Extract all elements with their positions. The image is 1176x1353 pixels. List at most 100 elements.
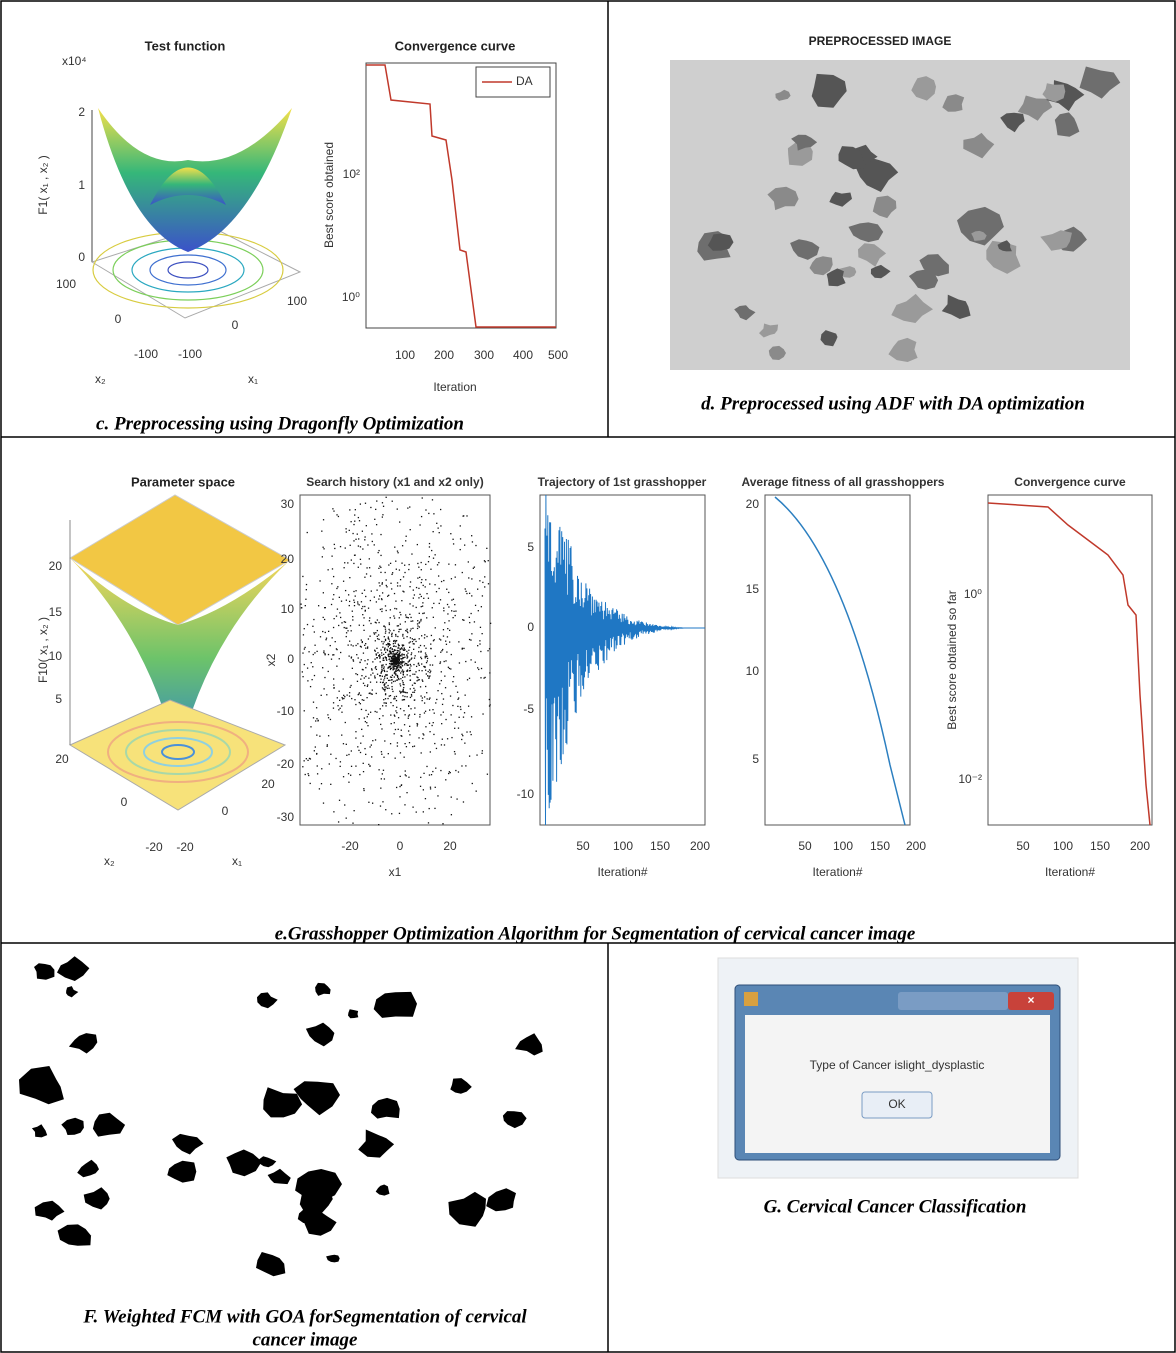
dot — [391, 679, 393, 681]
dot — [332, 702, 335, 704]
dot — [378, 638, 380, 641]
dot — [389, 679, 391, 681]
dot — [471, 595, 473, 597]
x1-tick-label: 100 — [287, 294, 307, 308]
dot — [371, 756, 373, 758]
ok-button[interactable] — [861, 1091, 933, 1119]
dot — [395, 660, 398, 662]
dot — [385, 686, 387, 688]
dot — [402, 690, 404, 692]
dot — [360, 678, 362, 680]
dot — [404, 649, 406, 651]
dot — [347, 594, 350, 596]
dot — [459, 538, 462, 540]
dot — [336, 608, 339, 610]
dot — [391, 648, 393, 651]
dot — [310, 661, 312, 664]
dot — [390, 701, 392, 704]
x-label: Iteration — [433, 380, 476, 394]
dot — [410, 620, 412, 622]
dot — [385, 659, 388, 661]
dot — [395, 639, 398, 642]
dot — [398, 652, 401, 654]
dot — [400, 661, 402, 663]
dot — [433, 733, 435, 736]
dot — [438, 602, 440, 605]
dot — [364, 684, 366, 687]
dot — [411, 684, 414, 686]
dot — [332, 707, 335, 709]
dot — [369, 765, 371, 767]
dot — [396, 675, 399, 677]
dot — [404, 714, 406, 716]
dot — [389, 668, 392, 671]
y-label: Best score obtained — [322, 142, 336, 248]
dot — [481, 632, 483, 635]
dot — [379, 661, 381, 663]
dot — [369, 681, 372, 683]
dot — [390, 667, 393, 669]
blob — [942, 94, 965, 112]
dot — [398, 656, 400, 659]
dot — [394, 658, 397, 660]
dot — [396, 550, 399, 552]
dot — [387, 653, 390, 655]
dot — [365, 709, 367, 712]
dot — [307, 773, 309, 775]
dot — [405, 670, 408, 672]
dot — [459, 706, 462, 708]
dot — [364, 609, 366, 612]
dot — [370, 622, 372, 625]
dot — [423, 645, 426, 647]
dot — [379, 657, 381, 659]
dot — [358, 718, 360, 720]
dot — [454, 727, 456, 729]
dot — [357, 516, 360, 519]
dot — [462, 801, 465, 803]
dot — [397, 662, 400, 664]
dot — [308, 757, 311, 760]
dot — [451, 736, 453, 739]
dot — [376, 619, 379, 621]
dot — [412, 597, 414, 599]
dot — [383, 666, 385, 668]
dot — [366, 663, 369, 665]
dot — [400, 647, 403, 649]
blob — [908, 269, 939, 290]
dot — [386, 674, 388, 676]
dot — [335, 615, 338, 617]
dot — [424, 657, 426, 659]
blob — [790, 239, 820, 260]
blob — [57, 1224, 91, 1246]
dot — [393, 649, 396, 652]
dot — [384, 693, 387, 695]
dot — [431, 724, 433, 727]
dot — [458, 697, 460, 699]
dot — [339, 612, 341, 614]
dot — [371, 689, 373, 691]
dot — [395, 608, 398, 610]
dot — [462, 515, 464, 517]
dot — [325, 639, 327, 641]
dot — [422, 584, 424, 587]
dot — [397, 656, 399, 658]
dot — [356, 680, 359, 682]
dot — [369, 599, 372, 602]
dot — [375, 508, 377, 511]
dot — [461, 733, 463, 735]
dot — [436, 564, 439, 566]
dot — [404, 691, 406, 693]
dot — [416, 725, 418, 727]
dot — [378, 567, 380, 570]
dot — [466, 679, 469, 681]
dot — [358, 692, 361, 694]
dot — [415, 811, 417, 813]
dot — [359, 703, 362, 705]
dot — [364, 536, 366, 538]
dot — [394, 642, 396, 644]
dot — [368, 620, 371, 622]
dot — [331, 555, 333, 557]
dot — [420, 620, 422, 622]
dot — [344, 721, 346, 724]
